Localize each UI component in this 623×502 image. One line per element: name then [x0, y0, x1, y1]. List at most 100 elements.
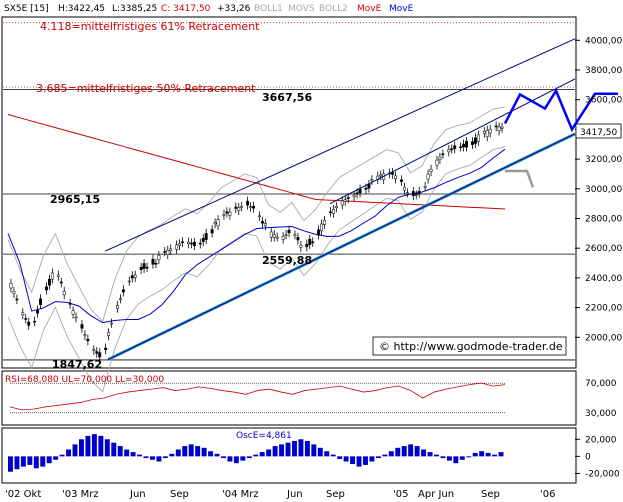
candle-body [260, 220, 264, 224]
candle-body [473, 137, 477, 144]
candle-body [27, 321, 31, 326]
osc-bar [472, 452, 478, 457]
candle-body [201, 237, 205, 243]
last-price-box [575, 123, 622, 139]
osc-bar [182, 446, 188, 457]
moving-average-blue [7, 148, 506, 324]
candle-body [471, 141, 474, 145]
header-ind-movs: MOVS [288, 4, 315, 14]
watermark-text: © http://www.godmode-trader.de [379, 340, 563, 353]
candle-body [459, 146, 463, 149]
osc-bar [253, 454, 259, 457]
price-y-tick-label: 3000,00 [585, 185, 622, 195]
candle-body [222, 214, 226, 216]
osc-bar [259, 452, 265, 457]
x-tick-label: '02 Okt [5, 489, 41, 500]
candle-body [139, 267, 143, 270]
osc-bar [363, 456, 368, 465]
axis-layer: 2000,00 2200,00 2400,00 2600,00 2800,00 3000,… [5, 36, 622, 500]
osc-bar [427, 452, 433, 457]
candle-body [56, 274, 60, 277]
candle-body [192, 241, 196, 246]
candle-body [284, 234, 288, 236]
candle-body [246, 200, 250, 206]
candle-body [130, 275, 134, 279]
bollinger-lower-band [7, 146, 506, 393]
candle-body [104, 347, 108, 351]
x-tick-label: Sep [481, 489, 500, 500]
price-y-tick-label: 3200,00 [585, 155, 622, 165]
candle-body [198, 242, 202, 245]
price-y-tick-label: 2200,00 [585, 304, 622, 314]
candle-body [485, 130, 489, 138]
annotation-50-retracement: 3.685=mittelfristiges 50% Retracement [36, 82, 256, 95]
candle-body [340, 200, 344, 206]
candle-body [417, 190, 421, 194]
osc-bar [59, 454, 65, 457]
osc-bar [104, 439, 110, 457]
rsi-layer: 70,000 30,000 [9, 379, 617, 419]
price-y-tick-label: 3800,00 [585, 66, 622, 76]
candle-body [157, 255, 161, 261]
x-tick-label: Jun [129, 489, 146, 500]
price-y-tick-label: 2800,00 [585, 214, 622, 224]
osc-bar [33, 456, 39, 469]
osc-layer: 20,000 0 -20,000 [8, 434, 620, 479]
candle-body [447, 149, 451, 153]
candle-body [411, 191, 415, 197]
rsi-y-tick-label: 30,000 [585, 409, 617, 419]
osc-bar [298, 439, 304, 457]
header-close: C: 3417,50 [161, 4, 211, 14]
annotation-61-retracement: 4.118=mittelfristiges 61% Retracement [40, 20, 260, 33]
candle-body [216, 219, 220, 226]
osc-bar [492, 454, 498, 457]
candle-body [438, 156, 442, 160]
osc-bar [150, 456, 155, 460]
candle-body [391, 172, 395, 175]
candle-body [24, 318, 28, 320]
header-ind-boll1: BOLL1 [254, 4, 283, 14]
osc-bar [111, 442, 117, 457]
header-ind-move-red: MovE [357, 4, 382, 14]
osc-bar [337, 456, 343, 459]
candle-body [331, 209, 335, 214]
osc-bar [446, 456, 452, 461]
candle-body [50, 272, 54, 280]
osc-bar [343, 456, 349, 462]
candle-body [249, 206, 253, 209]
candle-body [163, 251, 167, 253]
osc-title: OscE=4,861 [236, 431, 292, 441]
osc-bar [285, 442, 291, 457]
osc-bar [356, 456, 362, 467]
osc-bar [156, 456, 162, 462]
x-tick-label: Jun [286, 489, 303, 500]
candle-body [169, 248, 173, 251]
candle-body [494, 125, 498, 128]
osc-bar [79, 439, 84, 457]
candle-body [15, 298, 19, 301]
osc-bar [304, 440, 310, 457]
candle-body [116, 305, 119, 309]
candle-body [482, 131, 486, 134]
candle-body [258, 215, 261, 218]
candle-body [21, 312, 25, 316]
candle-body [343, 199, 347, 202]
osc-bar [498, 452, 504, 457]
candle-body [12, 291, 16, 294]
candle-body [187, 241, 190, 245]
forecast-bracket-gray [505, 169, 535, 188]
candle-body [228, 211, 232, 216]
osc-bar [53, 456, 59, 460]
candle-body [68, 302, 72, 305]
price-y-tick-label: 3600,00 [585, 96, 622, 106]
last-price-label: 3417,50 [580, 128, 617, 138]
candle-body [62, 291, 66, 296]
candle-body [497, 126, 501, 132]
header-change: +33,26 [217, 4, 251, 14]
candle-body [47, 278, 51, 286]
osc-bar [8, 456, 13, 472]
osc-bar [246, 456, 252, 459]
price-y-tick-label: 2600,00 [585, 244, 622, 254]
osc-bar [375, 456, 381, 459]
